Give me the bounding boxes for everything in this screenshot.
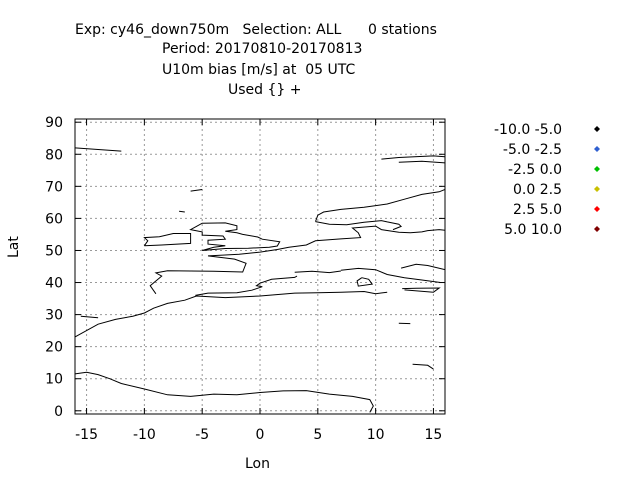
legend-label: -2.5 0.0: [508, 162, 562, 178]
title-line-4: Used {} +: [228, 82, 302, 98]
y-tick-label: 90: [45, 115, 63, 131]
x-axis-label: Lon: [245, 456, 270, 472]
legend-marker: [594, 166, 600, 172]
y-tick-label: 10: [45, 372, 63, 388]
x-tick-label: -5: [195, 427, 209, 443]
coastline: [398, 160, 445, 164]
coastline: [400, 263, 445, 271]
x-tick-label: 10: [367, 427, 385, 443]
legend-label: 2.5 5.0: [513, 202, 562, 218]
legend-marker: [594, 186, 600, 192]
y-tick-label: 0: [54, 404, 63, 420]
coastline: [149, 225, 445, 295]
coastline: [294, 270, 341, 274]
legend-marker: [594, 226, 600, 232]
x-tick-label: -10: [133, 427, 156, 443]
coastline-layer: [75, 147, 445, 413]
coastline: [189, 222, 281, 251]
coastline: [340, 267, 441, 283]
coastline: [75, 290, 388, 338]
grid-layer: [75, 119, 445, 414]
legend-label: -10.0 -5.0: [494, 122, 562, 138]
tick-layer: -15 -10 -5 0 5 10 15 0 10 20 30 40 50 60 70 80 90: [45, 115, 445, 443]
y-tick-label: 80: [45, 147, 63, 163]
x-tick-label: 5: [313, 427, 322, 443]
coastline: [143, 233, 192, 247]
legend-label: 0.0 2.5: [513, 182, 562, 198]
legend-label: -5.0 -2.5: [503, 142, 562, 158]
y-tick-label: 50: [45, 243, 63, 259]
coastline: [381, 155, 445, 160]
coastline: [412, 363, 434, 370]
x-tick-label: 0: [256, 427, 265, 443]
legend-marker: [594, 206, 600, 212]
coastline: [195, 275, 298, 296]
x-tick-label: 15: [425, 427, 443, 443]
coastline: [179, 210, 185, 213]
coastline: [402, 287, 441, 293]
x-tick-label: -15: [75, 427, 98, 443]
coastline: [80, 315, 99, 319]
coastline: [356, 277, 374, 287]
y-tick-label: 30: [45, 308, 63, 324]
coastline: [75, 371, 374, 413]
legend-marker: [594, 146, 600, 152]
coastline: [190, 189, 203, 192]
coastline: [75, 147, 122, 152]
y-tick-label: 40: [45, 276, 63, 292]
y-tick-label: 70: [45, 179, 63, 195]
legend-label: 5.0 10.0: [504, 222, 562, 238]
legend-marker: [594, 126, 600, 132]
y-tick-label: 60: [45, 211, 63, 227]
legend: -10.0 -5.0 -5.0 -2.5 -2.5 0.0 0.0 2.5 2.5 5.…: [494, 122, 600, 238]
y-tick-label: 20: [45, 340, 63, 356]
title-line-2: Period: 20170810-20170813: [162, 41, 363, 57]
coastline: [315, 220, 403, 231]
coastline: [315, 189, 445, 222]
title-line-1: Exp: cy46_down750m Selection: ALL 0 stat…: [75, 22, 437, 38]
title-line-3: U10m bias [m/s] at 05 UTC: [162, 62, 356, 78]
